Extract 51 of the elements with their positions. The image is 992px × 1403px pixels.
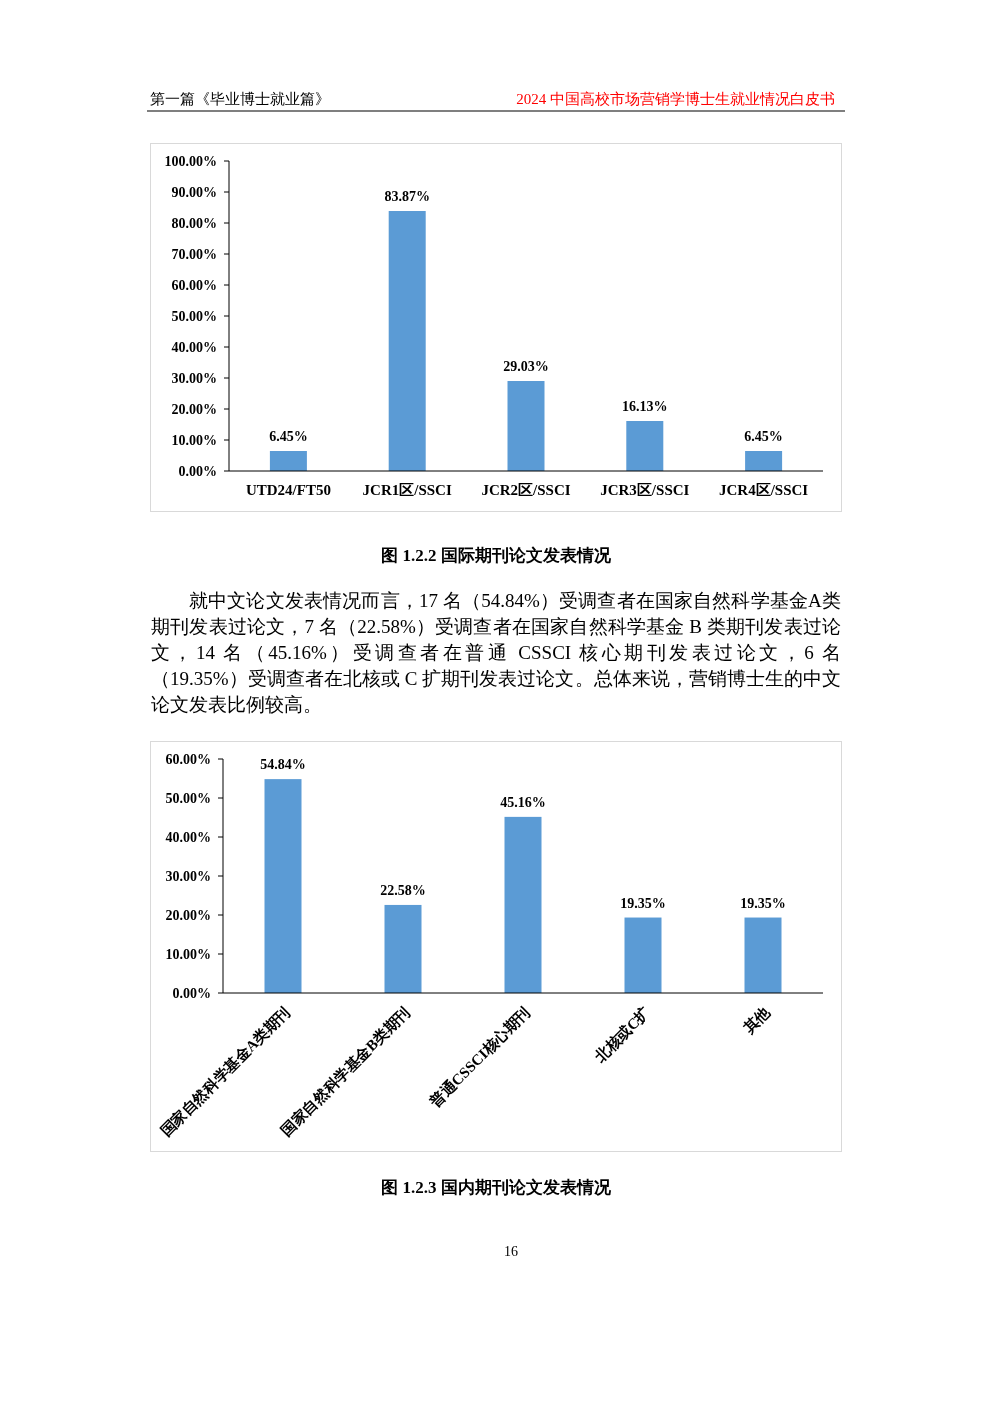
x-tick-label: JCR3区/SSCI [600,482,690,498]
y-tick-label: 30.00% [165,869,211,884]
bar [745,451,783,471]
y-tick-label: 100.00% [164,154,217,169]
text: 就中文论文发表情况而言，17 名（54.84%）受调查者在国家自然科学基金A类期刊发表过论文，7 名（22.58%）受调查者在国家自然科学基金 B 类期刊发表过论文，14 名（45.16%）受调查者在普通 CSSCI 核心期刊发表过论文，6 名（19.35%）受调查者在北核或 C 扩期刊发表过论文。总体来说，营销博士生的中文论文发表比例较高。 [151,589,841,717]
y-tick-label: 60.00% [171,278,217,293]
y-tick-label: 90.00% [171,185,217,200]
data-label: 19.35% [740,895,786,911]
bar [504,816,542,993]
x-tick-label: UTD24/FT50 [245,482,331,498]
bar [264,779,302,993]
data-label: 45.16% [500,794,546,810]
y-tick-label: 0.00% [172,986,211,1001]
text: 16 [503,1244,519,1260]
bar [507,381,545,471]
x-tick-label: 其他 [739,1003,774,1038]
y-tick-label: 20.00% [171,402,217,417]
data-label: 22.58% [380,882,426,898]
text: 2024 中国高校市场营销学博士生就业情况白皮书 [516,90,835,109]
y-tick-label: 10.00% [165,947,211,962]
bar [269,451,307,471]
data-label: 83.87% [384,189,430,204]
bar [384,904,422,993]
y-tick-label: 40.00% [165,830,211,845]
y-tick-label: 30.00% [171,371,217,386]
y-tick-label: 0.00% [178,464,217,479]
data-label: 29.03% [503,359,549,375]
bar [388,211,426,471]
text: 图 1.2.2 国际期刊论文发表情况 [380,545,612,567]
y-tick-label: 50.00% [171,309,217,324]
y-tick-label: 20.00% [165,908,211,923]
text: 第一篇《毕业博士就业篇》 [150,90,330,109]
data-label: 16.13% [622,399,668,414]
y-tick-label: 60.00% [165,752,211,767]
bar [626,421,664,471]
y-tick-label: 40.00% [171,340,217,355]
x-tick-label: JCR4区/SSCI [719,482,809,498]
y-tick-label: 70.00% [171,247,217,262]
data-label: 6.45% [269,429,308,445]
data-label: 54.84% [260,757,306,773]
data-label: 6.45% [744,429,783,445]
y-tick-label: 80.00% [171,216,217,231]
y-tick-label: 50.00% [165,791,211,806]
x-tick-label: JCR1区/SSCI [362,482,452,498]
x-tick-label: 北核或C扩 [590,1003,654,1066]
text: 图 1.2.3 国内期刊论文发表情况 [380,1177,612,1199]
data-label: 19.35% [620,895,666,911]
bar [744,917,782,993]
bar [624,917,662,993]
y-tick-label: 10.00% [171,433,217,448]
x-tick-label: JCR2区/SSCI [481,482,571,498]
